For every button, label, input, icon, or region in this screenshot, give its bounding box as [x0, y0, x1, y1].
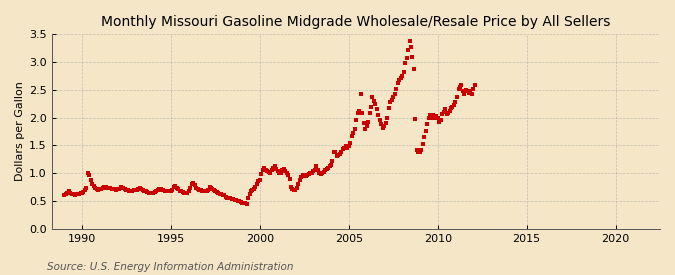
- Text: Source: U.S. Energy Information Administration: Source: U.S. Energy Information Administ…: [47, 262, 294, 272]
- Title: Monthly Missouri Gasoline Midgrade Wholesale/Resale Price by All Sellers: Monthly Missouri Gasoline Midgrade Whole…: [101, 15, 611, 29]
- Y-axis label: Dollars per Gallon: Dollars per Gallon: [15, 82, 25, 182]
